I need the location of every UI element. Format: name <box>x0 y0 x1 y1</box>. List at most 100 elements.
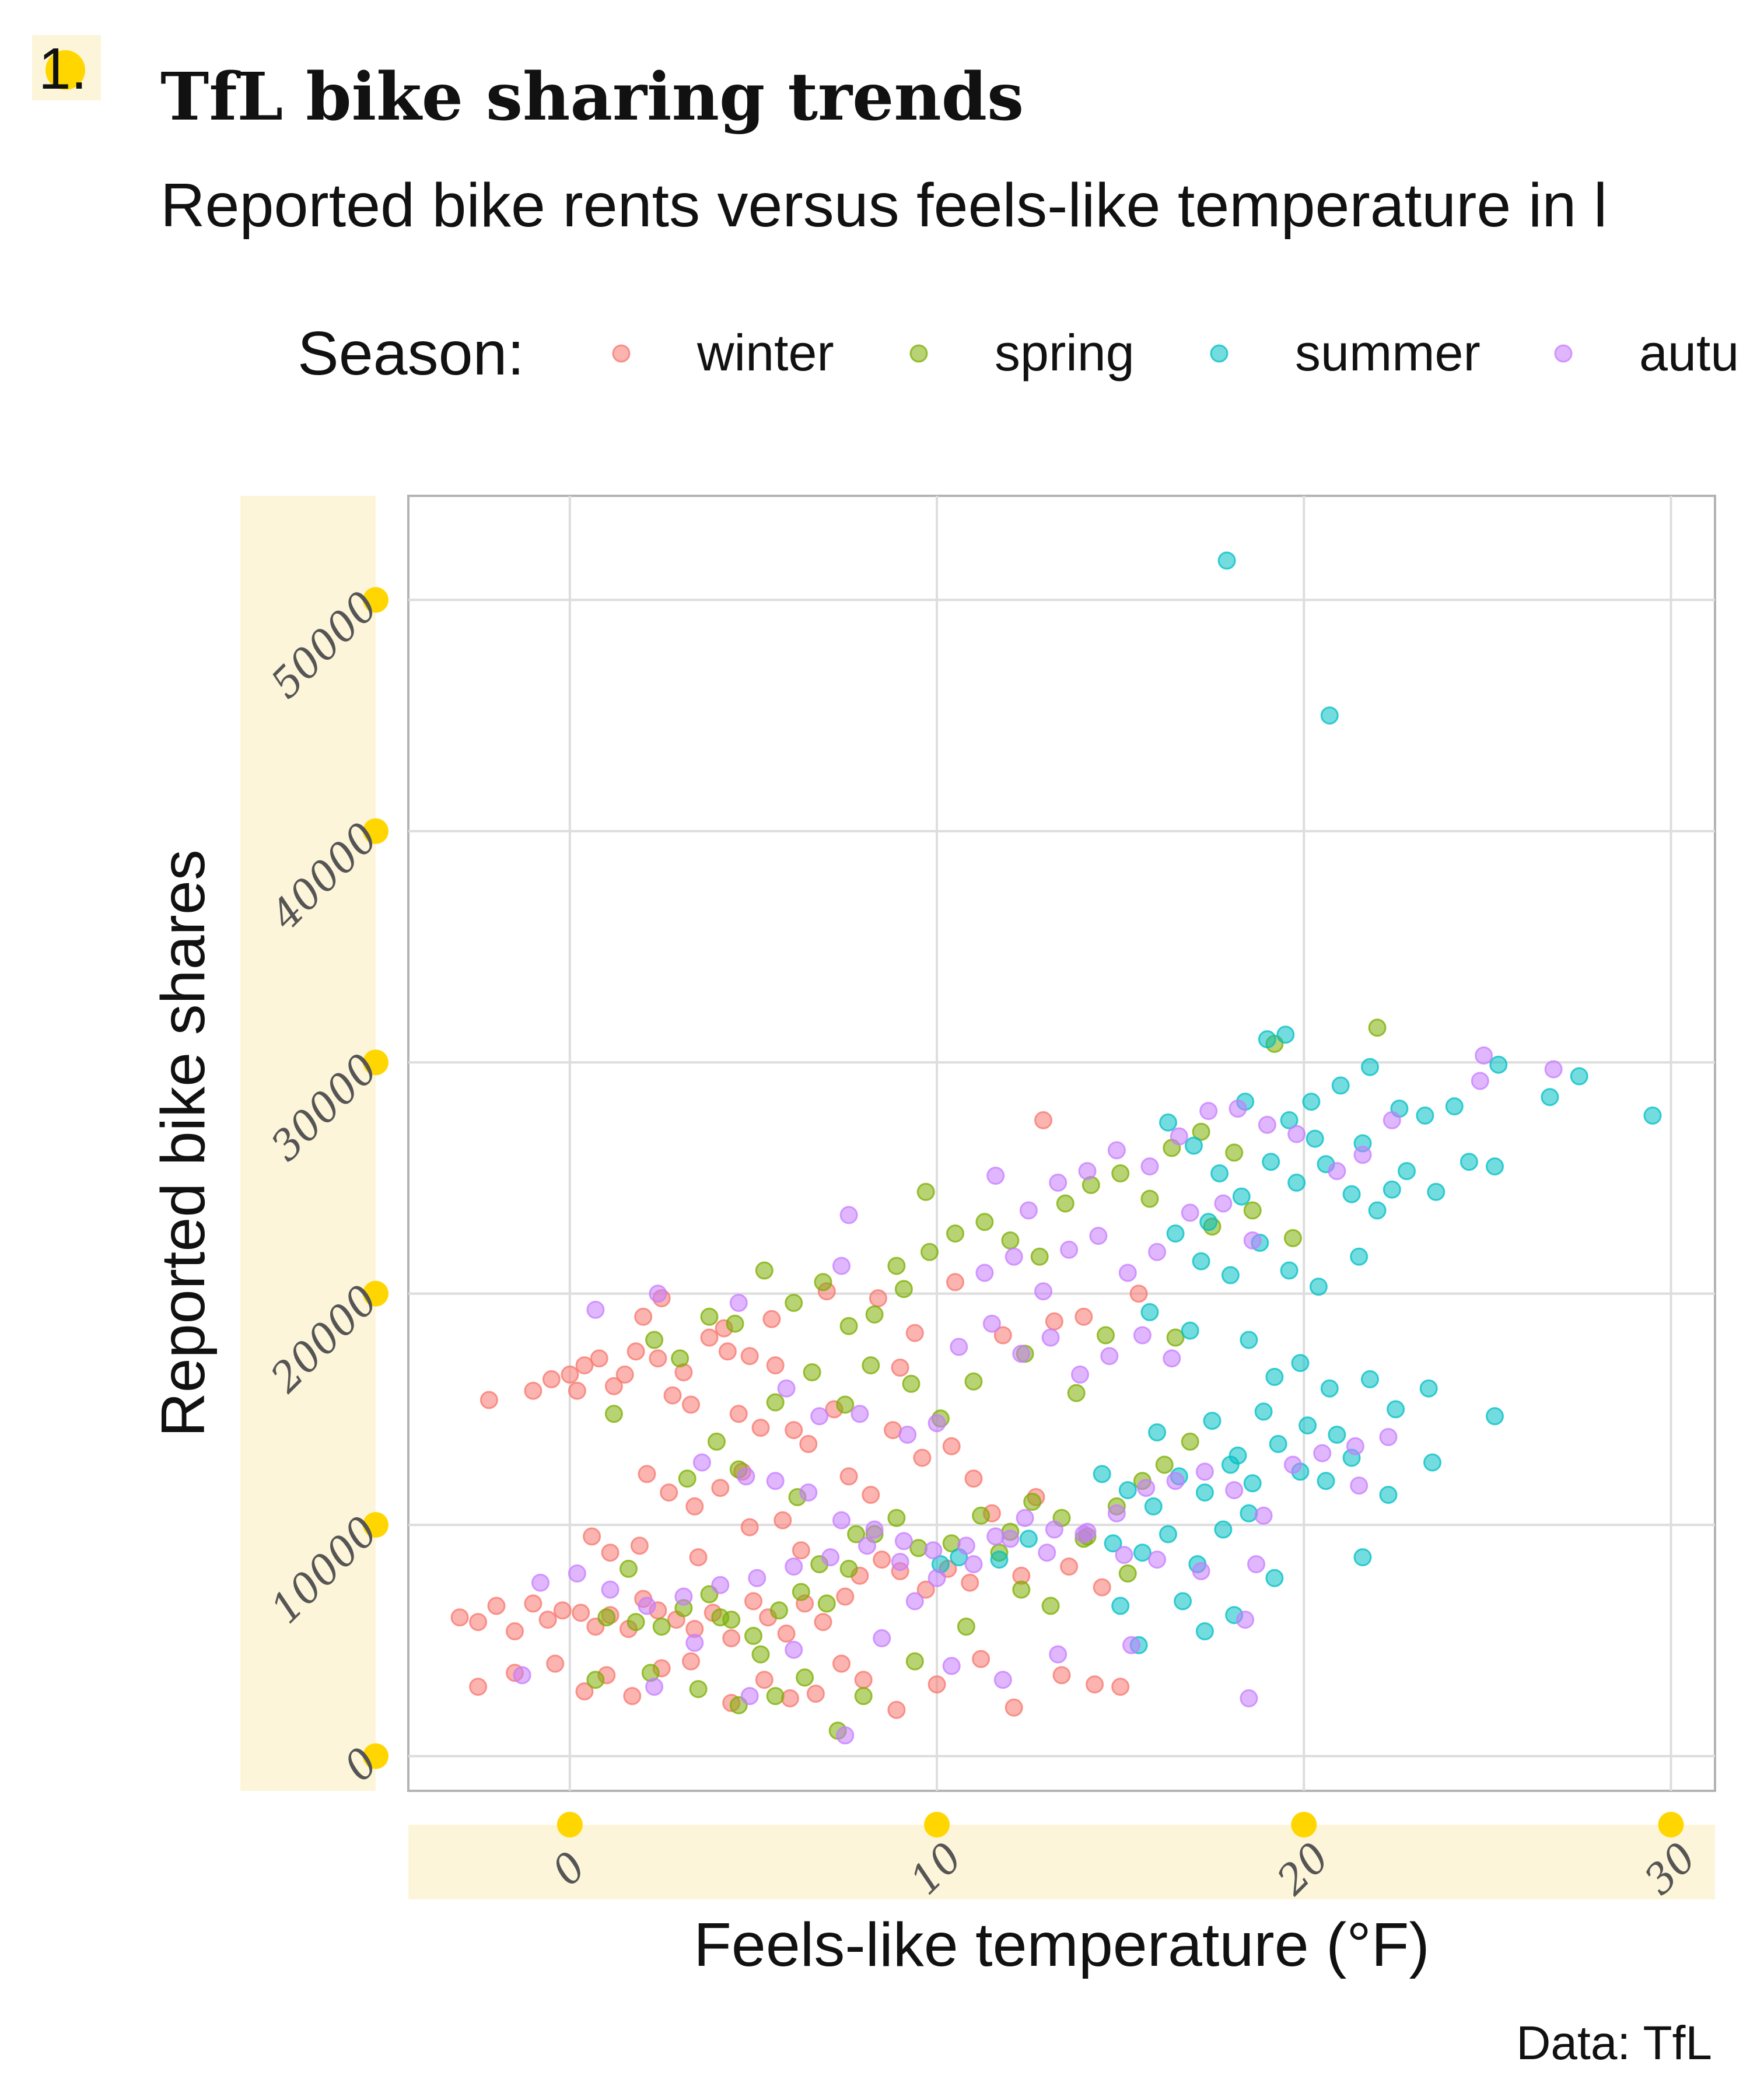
caption: Data: TfL <box>1516 2017 1712 2070</box>
y-tick-marker <box>363 587 388 613</box>
point-autumn <box>1287 1125 1306 1143</box>
point-spring <box>1111 1164 1130 1182</box>
y-tick-marker <box>363 1743 388 1769</box>
point-summer <box>1387 1400 1405 1419</box>
point-autumn <box>1544 1060 1563 1079</box>
point-winter <box>814 1613 832 1632</box>
point-spring <box>689 1680 708 1699</box>
point-summer <box>1361 1058 1379 1076</box>
point-autumn <box>1049 1645 1068 1664</box>
point-summer <box>1262 1153 1280 1171</box>
point-autumn <box>858 1536 876 1555</box>
point-winter <box>751 1419 770 1437</box>
chart-title: TfL bike sharing trends <box>160 59 1024 135</box>
point-summer <box>1382 1180 1401 1199</box>
point-summer <box>1195 1483 1214 1502</box>
point-summer <box>1199 1213 1218 1231</box>
point-spring <box>894 1280 913 1298</box>
point-summer <box>1148 1423 1167 1441</box>
x-tick-marker <box>924 1812 950 1838</box>
point-winter <box>506 1622 524 1640</box>
point-spring <box>909 1539 928 1558</box>
point-spring <box>1067 1384 1086 1402</box>
point-summer <box>1280 1111 1298 1129</box>
point-winter <box>638 1465 656 1483</box>
point-spring <box>586 1671 605 1689</box>
point-spring <box>1192 1122 1210 1141</box>
point-autumn <box>1001 1530 1020 1548</box>
point-summer <box>1570 1067 1588 1086</box>
point-autumn <box>737 1467 755 1486</box>
point-summer <box>1159 1113 1177 1132</box>
point-autumn <box>1115 1546 1133 1564</box>
point-winter <box>1086 1675 1104 1694</box>
point-autumn <box>1243 1231 1262 1250</box>
point-winter <box>785 1421 803 1440</box>
point-autumn <box>836 1726 855 1745</box>
point-autumn <box>1049 1173 1068 1192</box>
point-winter <box>887 1700 906 1719</box>
point-winter <box>1045 1312 1063 1331</box>
point-summer <box>1306 1129 1324 1148</box>
x-axis-highlight <box>408 1825 1715 1899</box>
point-autumn <box>821 1548 840 1567</box>
point-summer <box>1486 1157 1504 1176</box>
point-autumn <box>1118 1264 1137 1282</box>
point-autumn <box>850 1405 869 1423</box>
point-summer <box>1214 1520 1233 1539</box>
point-autumn <box>1166 1472 1185 1490</box>
data-points <box>450 551 1662 1745</box>
point-winter <box>583 1527 601 1546</box>
point-winter <box>916 1580 935 1599</box>
point-autumn <box>1137 1479 1156 1497</box>
point-autumn <box>1283 1455 1302 1474</box>
point-autumn <box>1228 1100 1247 1118</box>
point-autumn <box>832 1511 850 1530</box>
point-winter <box>718 1342 737 1361</box>
point-winter <box>524 1381 542 1400</box>
point-winter <box>450 1608 469 1627</box>
point-spring <box>1243 1201 1262 1220</box>
legend-label-spring: spring <box>995 324 1135 382</box>
point-summer <box>1232 1187 1251 1206</box>
point-autumn <box>1313 1444 1332 1462</box>
point-autumn <box>601 1580 620 1599</box>
legend-label-autumn: autu <box>1639 324 1739 382</box>
point-summer <box>1398 1162 1416 1181</box>
point-autumn <box>1353 1146 1372 1164</box>
point-winter <box>685 1497 704 1516</box>
legend-items: winter spring summer autu <box>612 324 1739 382</box>
point-autumn <box>1016 1508 1034 1527</box>
point-spring <box>1283 1229 1302 1247</box>
point-winter <box>869 1289 887 1308</box>
point-winter <box>1034 1111 1052 1129</box>
point-autumn <box>799 1483 818 1502</box>
point-summer <box>1350 1247 1368 1266</box>
point-autumn <box>1240 1689 1258 1707</box>
point-spring <box>792 1583 810 1601</box>
point-winter <box>649 1349 667 1368</box>
legend-key-spring <box>909 344 928 363</box>
point-spring <box>604 1405 623 1423</box>
point-autumn <box>1475 1046 1493 1065</box>
point-autumn <box>1170 1127 1188 1146</box>
point-summer <box>1093 1465 1111 1483</box>
point-spring <box>796 1668 814 1687</box>
point-autumn <box>1133 1326 1152 1345</box>
y-tick-marker <box>363 1512 388 1538</box>
point-spring <box>862 1356 880 1375</box>
point-summer <box>1342 1185 1361 1203</box>
point-autumn <box>986 1527 1005 1546</box>
point-winter <box>682 1395 700 1414</box>
point-winter <box>682 1652 700 1671</box>
point-winter <box>762 1310 781 1328</box>
point-winter <box>469 1678 488 1696</box>
point-autumn <box>1471 1072 1489 1090</box>
point-spring <box>921 1242 939 1261</box>
point-summer <box>1144 1497 1163 1516</box>
point-autumn <box>964 1555 983 1573</box>
point-winter <box>832 1654 850 1673</box>
point-autumn <box>1148 1242 1167 1261</box>
point-spring <box>766 1687 785 1705</box>
point-summer <box>1217 551 1236 570</box>
